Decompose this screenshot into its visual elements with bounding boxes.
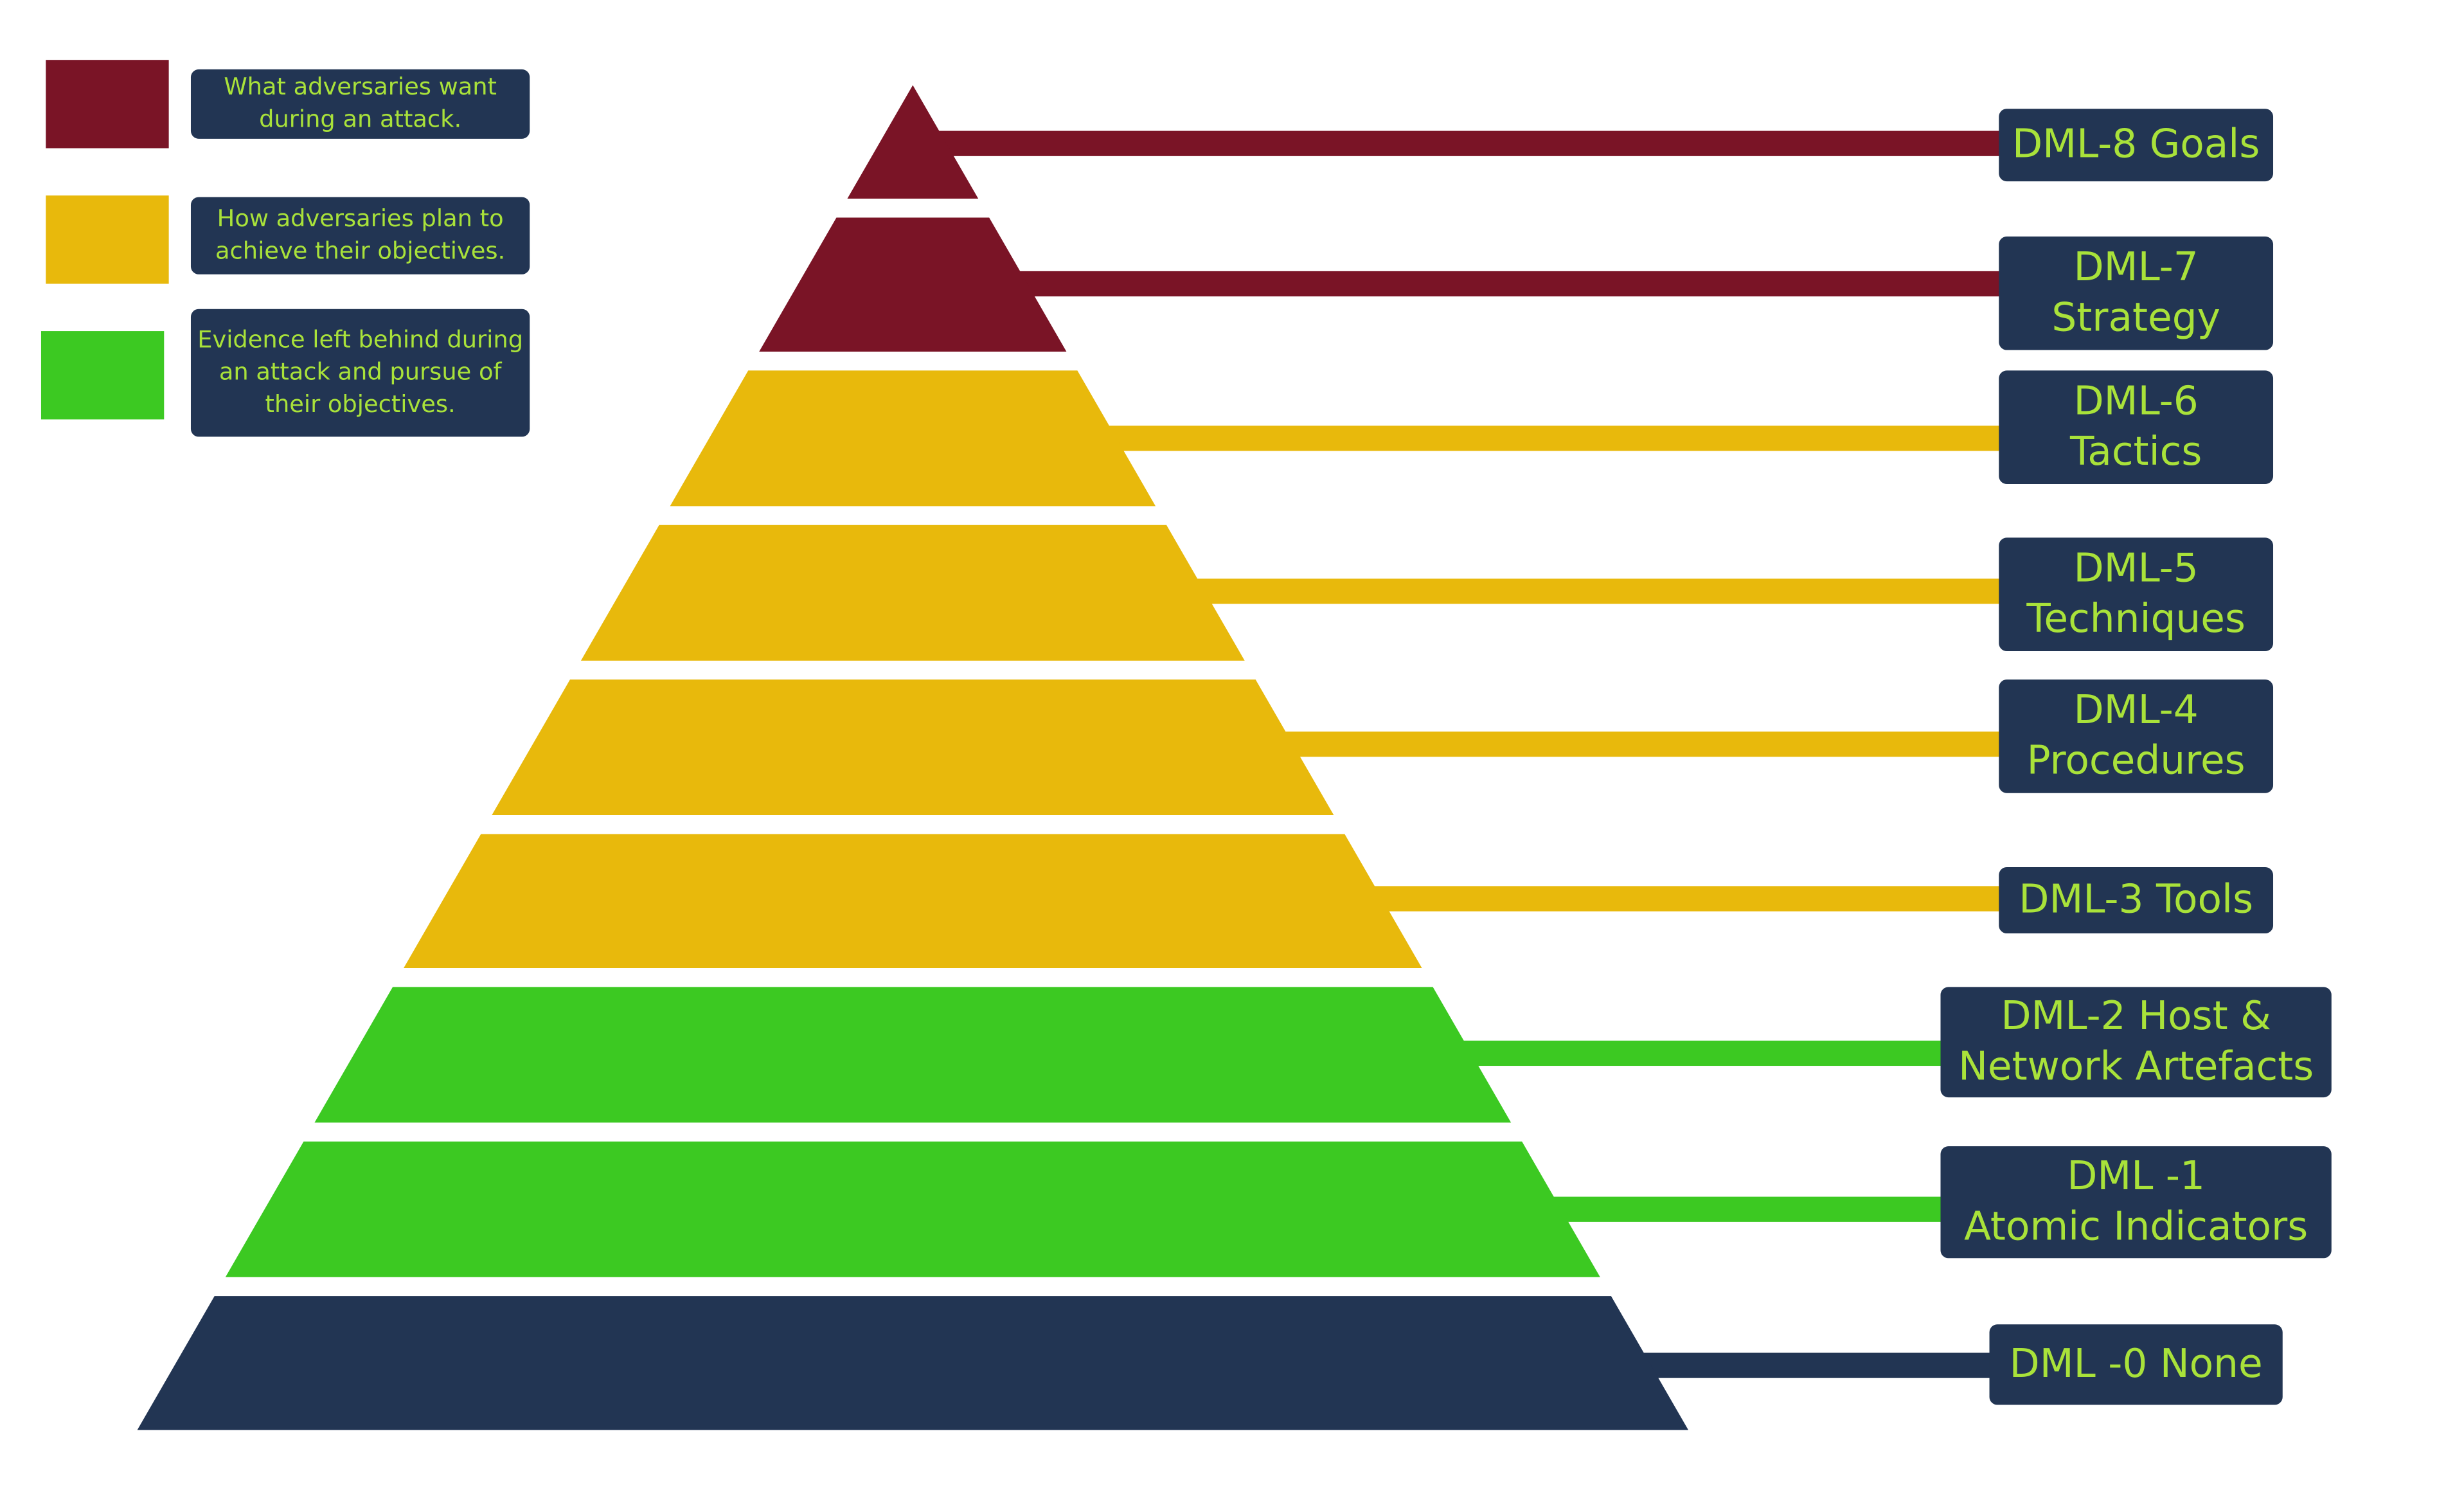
legend-swatch: [46, 60, 169, 148]
label-line: DML -1: [2067, 1153, 2205, 1199]
pyramid-layer: [314, 987, 1512, 1123]
connector-line: [1157, 579, 2006, 604]
pyramid-layer: [137, 1296, 1689, 1430]
label-line: Evidence left behind during: [197, 325, 523, 353]
connector-line: [1513, 1196, 1947, 1222]
label-line: an attack and pursue of: [219, 358, 503, 386]
connector-line: [1424, 1040, 1947, 1066]
label-line: Procedures: [2027, 738, 2245, 784]
pyramid-layer: [404, 834, 1422, 968]
level-box: [1999, 370, 2274, 484]
pyramid-layer: [759, 217, 1067, 352]
label-line: Techniques: [2026, 596, 2245, 642]
legend-swatch: [40, 331, 165, 420]
connector-line: [1334, 886, 2006, 912]
connector-line: [899, 130, 2006, 156]
label-line: Strategy: [2051, 294, 2220, 340]
connector-line: [979, 271, 2006, 297]
label-line: DML-2 Host &: [2001, 993, 2271, 1039]
pyramid-layer: [492, 679, 1334, 816]
level-box: [1999, 867, 2274, 934]
label-line: Atomic Indicators: [1964, 1203, 2308, 1249]
connector-line: [1069, 426, 2006, 451]
label-line: DML -0 None: [2010, 1341, 2263, 1387]
level-box: [1999, 537, 2274, 651]
pyramid-layer: [580, 525, 1245, 661]
level-box: [1989, 1324, 2283, 1405]
legend-box: [190, 197, 530, 274]
pyramid-layer: [670, 370, 1156, 507]
level-box: [1999, 236, 2274, 350]
level-box: [1999, 679, 2274, 793]
label-line: DML-4: [2074, 687, 2199, 733]
label-line: DML-5: [2074, 545, 2199, 591]
label-line: DML-3 Tools: [2019, 877, 2253, 922]
level-box: [1940, 987, 2332, 1098]
label-line: DML-6: [2074, 378, 2199, 424]
label-line: Tactics: [2069, 429, 2202, 474]
label-line: their objectives.: [265, 390, 456, 418]
label-line: achieve their objectives.: [215, 237, 505, 264]
connector-line: [1603, 1353, 1996, 1378]
label-line: DML-8 Goals: [2012, 121, 2260, 167]
pyramid-layer: [847, 85, 979, 199]
legend-box: [190, 309, 530, 437]
level-box: [1940, 1146, 2332, 1259]
level-box: [1999, 109, 2274, 182]
label-line: What adversaries want: [224, 73, 497, 100]
connector-line: [1245, 732, 2006, 757]
label-line: DML-7: [2074, 244, 2199, 290]
label-line: Network Artefacts: [1958, 1044, 2314, 1090]
legend-swatch: [46, 195, 169, 284]
pyramid-layer: [225, 1141, 1600, 1277]
label-line: How adversaries plan to: [217, 204, 504, 232]
legend-box: [190, 69, 530, 139]
label-line: during an attack.: [259, 105, 461, 133]
